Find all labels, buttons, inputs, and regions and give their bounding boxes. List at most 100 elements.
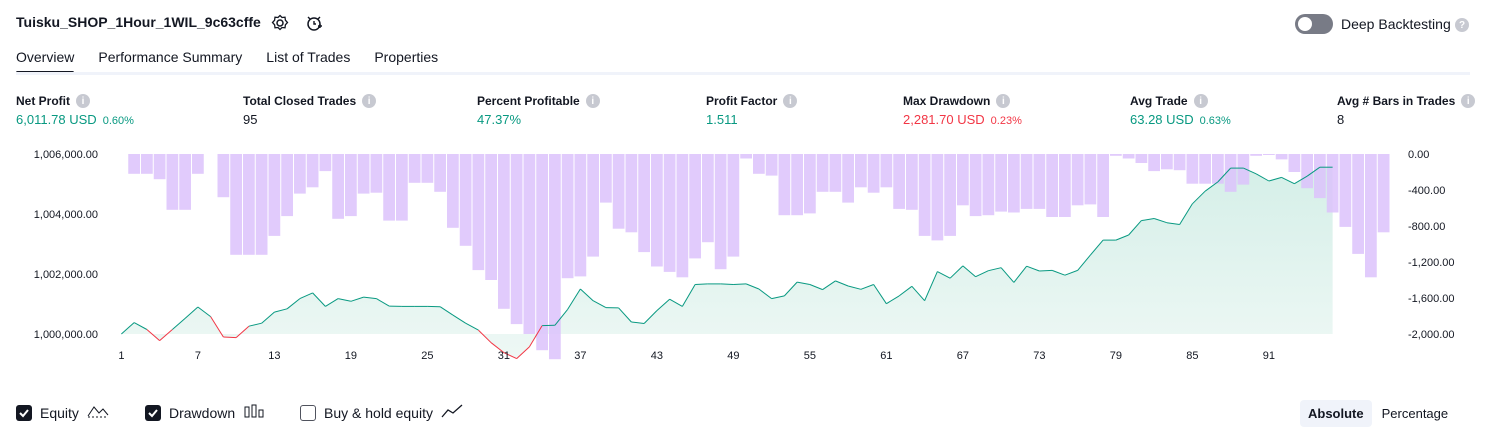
equity-line-segment <box>695 283 708 285</box>
x-axis-tick: 55 <box>804 350 816 362</box>
equity-line-segment <box>580 288 594 302</box>
drawdown-bar <box>396 154 408 221</box>
equity-line-segment <box>146 329 160 341</box>
equity-line-segment <box>286 298 301 310</box>
equity-line-segment <box>376 298 390 307</box>
tab-list-of-trades[interactable]: List of Trades <box>266 49 351 65</box>
equity-line-segment <box>567 288 581 310</box>
equity-line-segment <box>503 352 517 360</box>
drawdown-bar <box>689 154 701 259</box>
drawdown-bar <box>192 154 204 174</box>
stat-label: Total Closed Trades i <box>243 94 377 108</box>
drawdown-bar <box>600 154 612 203</box>
equity-line-segment <box>490 342 505 353</box>
drawdown-bar <box>1161 154 1173 170</box>
drawdown-bar <box>306 154 319 188</box>
stat-value-text: 95 <box>243 112 258 127</box>
tab-properties[interactable]: Properties <box>374 49 439 65</box>
equity-line-segment <box>784 281 798 297</box>
equity-line-segment <box>656 298 670 311</box>
drawdown-bar <box>1212 154 1224 184</box>
equity-line-segment <box>1000 267 1015 283</box>
stat-label-text: Avg # Bars in Trades <box>1337 94 1456 108</box>
drawdown-bar <box>676 154 689 278</box>
equity-line-segment <box>847 285 862 290</box>
drawdown-bar <box>421 154 434 183</box>
legend-equity[interactable]: Equity <box>16 404 109 421</box>
info-icon[interactable]: i <box>76 94 90 108</box>
equity-line-segment <box>1077 254 1091 271</box>
left-axis-tick: 1,000,000.00 <box>34 329 98 341</box>
stat-percent-profitable: Percent Profitable i 47.37% <box>477 94 600 127</box>
equity-line-segment <box>223 336 237 339</box>
equity-line-segment <box>452 314 466 324</box>
stat-label: Max Drawdown i <box>903 94 1022 108</box>
drawdown-bar <box>1275 154 1288 160</box>
stat-percent: 0.23% <box>990 115 1022 127</box>
equity-line-segment <box>1064 269 1078 276</box>
drawdown-bar <box>549 154 561 360</box>
drawdown-checkbox[interactable] <box>145 404 161 421</box>
drawdown-bar <box>523 154 536 334</box>
equity-line-icon <box>87 404 109 421</box>
stat-value: 8 <box>1337 112 1475 127</box>
x-axis-tick: 61 <box>880 350 892 362</box>
info-icon[interactable]: i <box>996 94 1011 108</box>
equity-line-segment <box>1166 222 1180 225</box>
drawdown-bar <box>931 154 944 241</box>
drawdown-bar <box>255 154 268 255</box>
x-axis-tick: 7 <box>195 350 201 362</box>
right-axis-tick: 0.00 <box>1408 149 1429 161</box>
percentage-button[interactable]: Percentage <box>1381 406 1449 421</box>
drawdown-bar <box>1135 154 1148 163</box>
drawdown-bar <box>612 154 625 229</box>
settings-icon[interactable] <box>270 13 290 33</box>
info-icon[interactable]: i <box>585 94 600 108</box>
equity-line-segment <box>669 298 683 307</box>
equity-line-segment <box>1268 176 1282 182</box>
reload-alarm-icon[interactable] <box>304 13 324 33</box>
x-axis-tick: 37 <box>574 350 586 362</box>
drawdown-bar <box>1173 154 1186 171</box>
legend-buy-hold[interactable]: Buy & hold equity <box>300 404 463 421</box>
info-icon[interactable]: i <box>362 94 377 108</box>
help-icon[interactable]: ? <box>1455 18 1469 32</box>
drawdown-bar <box>1224 154 1237 192</box>
stat-max-drawdown: Max Drawdown i 2,281.70 USD 0.23% <box>903 94 1022 127</box>
equity-line-segment <box>439 306 454 316</box>
legend-drawdown[interactable]: Drawdown <box>145 404 265 421</box>
info-icon[interactable]: i <box>1193 94 1208 108</box>
drawdown-bar <box>702 154 714 243</box>
drawdown-bar <box>179 154 191 210</box>
x-axis-tick: 79 <box>1110 350 1122 362</box>
drawdown-bar <box>1110 154 1122 156</box>
equity-checkbox[interactable] <box>16 404 32 421</box>
equity-line-segment <box>835 280 849 287</box>
info-icon[interactable]: i <box>783 94 798 108</box>
info-icon[interactable]: i <box>1461 94 1476 108</box>
equity-line-segment <box>1179 203 1193 225</box>
tab-performance-summary[interactable]: Performance Summary <box>98 49 243 65</box>
tab-overview[interactable]: Overview <box>16 40 75 74</box>
drawdown-bar <box>791 154 803 216</box>
drawdown-bar <box>625 154 638 233</box>
drawdown-bar <box>383 154 395 221</box>
equity-line-segment <box>643 310 658 324</box>
drawdown-bar <box>217 154 230 198</box>
absolute-button[interactable]: Absolute <box>1300 400 1372 427</box>
drawdown-bar <box>1122 154 1135 159</box>
buy-hold-checkbox[interactable] <box>300 404 316 421</box>
equity-line-segment <box>681 284 696 307</box>
equity-line-segment <box>937 271 951 279</box>
equity-line-segment <box>554 309 569 326</box>
stat-label-text: Total Closed Trades <box>243 94 357 108</box>
stat-label-text: Percent Profitable <box>477 94 580 108</box>
stat-value: 95 <box>243 112 376 127</box>
deep-backtesting-toggle[interactable] <box>1295 14 1333 34</box>
equity-line-segment <box>516 346 530 359</box>
drawdown-bar <box>434 154 446 192</box>
equity-line-segment <box>592 300 607 309</box>
drawdown-bar <box>944 154 956 236</box>
drawdown-bar <box>243 154 255 255</box>
drawdown-bar <box>651 154 663 267</box>
